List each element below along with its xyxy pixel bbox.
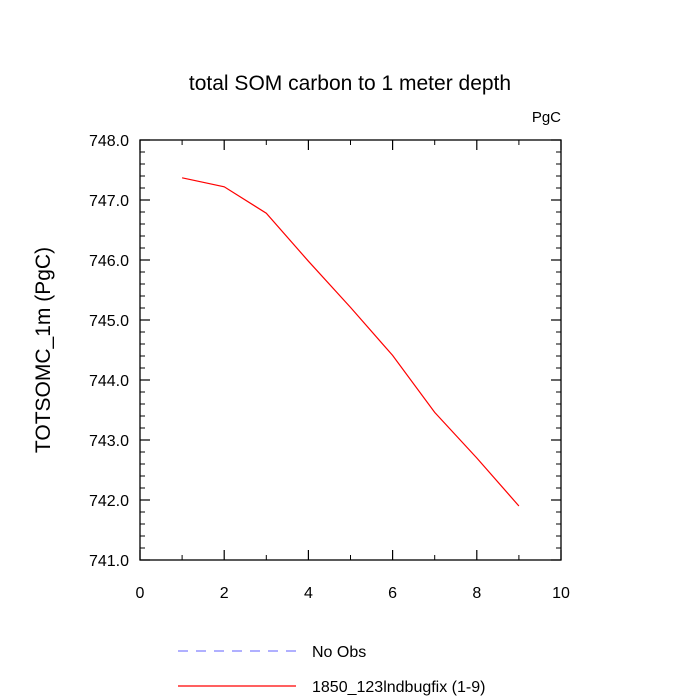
y-axis-label: TOTSOMC_1m (PgC) xyxy=(32,247,55,453)
x-tick-label: 10 xyxy=(552,585,570,602)
series-line xyxy=(181,177,520,507)
y-tick-label: 743.0 xyxy=(89,433,129,450)
legend-label: 1850_123lndbugfix (1-9) xyxy=(312,679,485,696)
chart-title: total SOM carbon to 1 meter depth xyxy=(189,72,511,95)
x-tick-label: 8 xyxy=(472,585,481,602)
y-tick-label: 745.0 xyxy=(89,313,129,330)
x-tick-label: 6 xyxy=(388,585,397,602)
legend-label: No Obs xyxy=(312,644,366,661)
x-tick-labels: 0 2 4 6 8 10 xyxy=(136,585,570,602)
x-tick-label: 0 xyxy=(136,585,145,602)
legend: No Obs 1850_123lndbugfix (1-9) xyxy=(178,644,485,696)
y-tick-label: 746.0 xyxy=(89,253,129,270)
y-tick-label: 742.0 xyxy=(89,493,129,510)
units-label: PgC xyxy=(532,109,561,126)
y-tick-labels: 741.0 742.0 743.0 744.0 745.0 746.0 747.0 748.0 xyxy=(89,133,129,570)
y-tick-label: 744.0 xyxy=(89,373,129,390)
y-tick-label: 748.0 xyxy=(89,133,129,150)
y-tick-label: 741.0 xyxy=(89,553,129,570)
series-group xyxy=(181,177,520,507)
x-tick-label: 2 xyxy=(220,585,229,602)
axis-ticks xyxy=(139,139,562,561)
plot-frame xyxy=(139,139,562,561)
y-tick-label: 747.0 xyxy=(89,193,129,210)
x-tick-label: 4 xyxy=(304,585,313,602)
